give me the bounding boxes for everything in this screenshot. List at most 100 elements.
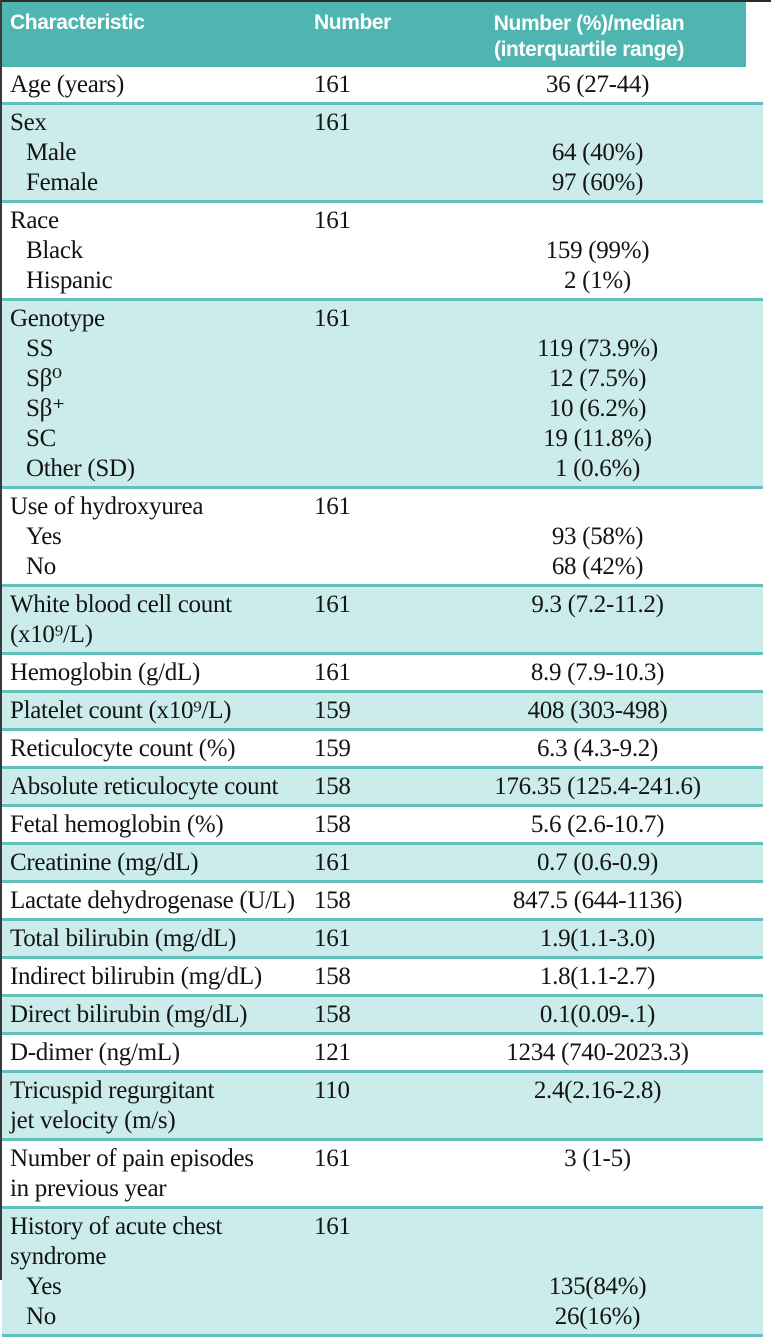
table-row: Direct bilirubin (mg/dL) 158 0.1(0.09-.1)	[2, 1000, 763, 1030]
header-value-line1: Number (%)/median	[493, 12, 685, 35]
table-row: Sex 161	[2, 108, 763, 138]
table-row: Fetal hemoglobin (%) 158 5.6 (2.6-10.7)	[2, 810, 763, 840]
table-row: Creatinine (mg/dL) 161 0.7 (0.6-0.9)	[2, 848, 763, 878]
table-section: Hemoglobin (g/dL) 161 8.9 (7.9-10.3)	[2, 655, 763, 693]
row-value: 1.8(1.1-2.7)	[539, 963, 656, 990]
row-value: 6.3 (4.3-9.2)	[536, 735, 659, 762]
table-row: Male 64 (40%)	[2, 138, 763, 168]
row-label: Hispanic	[26, 267, 113, 294]
table-section: Direct bilirubin (mg/dL) 158 0.1(0.09-.1)	[2, 997, 763, 1035]
row-label: Number of pain episodes in previous year	[10, 1145, 254, 1202]
table-row: Race 161	[2, 206, 763, 236]
row-value: 2 (1%)	[564, 267, 631, 294]
row-label: Absolute reticulocyte count	[10, 773, 279, 800]
row-value: 97 (60%)	[551, 169, 644, 196]
table-row: SC 19 (11.8%)	[2, 424, 763, 454]
table-section: Platelet count (x10⁹/L) 159 408 (303-498)	[2, 693, 763, 731]
row-number: 158	[314, 773, 351, 800]
row-number: 159	[314, 697, 351, 724]
row-label: Creatinine (mg/dL)	[10, 849, 199, 876]
row-number: 161	[314, 1213, 351, 1240]
row-number: 161	[314, 1145, 351, 1172]
table-row: Genotype 161	[2, 304, 763, 334]
table-section: White blood cell count (x10⁹/L) 161 9.3 (7…	[2, 587, 763, 655]
table-row: History of acute chest syndrome 161	[2, 1212, 763, 1272]
row-value: 0.7 (0.6-0.9)	[536, 849, 659, 876]
row-label: Hemoglobin (g/dL)	[10, 659, 201, 686]
table-row: Black 159 (99%)	[2, 236, 763, 266]
row-label: Sβ⁰	[26, 365, 62, 392]
table-row: Platelet count (x10⁹/L) 159 408 (303-498)	[2, 696, 763, 726]
header-value-line2: (interquartile range)	[494, 38, 684, 61]
table-section: Creatinine (mg/dL) 161 0.7 (0.6-0.9)	[2, 845, 763, 883]
row-label: Race	[10, 207, 59, 234]
table-section: History of acute chest syndrome 161 Yes 135…	[2, 1209, 763, 1337]
row-number: 161	[314, 925, 351, 952]
row-label: Total bilirubin (mg/dL)	[10, 925, 237, 952]
table-row: Female 97 (60%)	[2, 168, 763, 198]
table-section: Indirect bilirubin (mg/dL) 158 1.8(1.1-2.7…	[2, 959, 763, 997]
row-number: 159	[314, 735, 351, 762]
table-row: Yes 93 (58%)	[2, 522, 763, 552]
figure-top-border	[0, 0, 771, 2]
table-section: D-dimer (ng/mL) 121 1234 (740-2023.3)	[2, 1035, 763, 1073]
row-label: History of acute chest syndrome	[10, 1213, 223, 1270]
table-row: Sβ⁺ 10 (6.2%)	[2, 394, 763, 424]
row-label: Lactate dehydrogenase (U/L)	[10, 887, 295, 914]
table-section: Sex 161 Male 64 (40%) Female 97 (60%)	[2, 105, 763, 203]
row-value: 8.9 (7.9-10.3)	[530, 659, 665, 686]
table-body: Age (years) 161 36 (27-44) Sex 161 Male 64 (40…	[2, 67, 763, 1337]
row-label: Sex	[10, 109, 47, 136]
row-value: 408 (303-498)	[527, 697, 668, 724]
table-row: Hemoglobin (g/dL) 161 8.9 (7.9-10.3)	[2, 658, 763, 688]
row-number: 158	[314, 1001, 351, 1028]
table-section: Use of hydroxyurea 161 Yes 93 (58%) No 68 (42…	[2, 489, 763, 587]
table-section: Number of pain episodes in previous year…	[2, 1141, 763, 1209]
table-row: Age (years) 161 36 (27-44)	[2, 70, 763, 100]
row-number: 110	[314, 1077, 350, 1104]
row-value: 68 (42%)	[551, 553, 644, 580]
row-value: 159 (99%)	[545, 237, 650, 264]
row-number: 161	[314, 493, 351, 520]
row-value: 10 (6.2%)	[548, 395, 647, 422]
row-value: 3 (1-5)	[564, 1145, 631, 1172]
row-label: SS	[26, 335, 54, 362]
row-label: No	[26, 553, 56, 580]
row-label: SC	[26, 425, 56, 452]
row-number: 161	[314, 71, 351, 98]
row-value: 9.3 (7.2-11.2)	[531, 591, 664, 618]
row-number: 158	[314, 963, 351, 990]
row-value: 5.6 (2.6-10.7)	[530, 811, 665, 838]
table-section: Fetal hemoglobin (%) 158 5.6 (2.6-10.7)	[2, 807, 763, 845]
table-section: Age (years) 161 36 (27-44)	[2, 67, 763, 105]
row-value: 0.1(0.09-.1)	[539, 1001, 656, 1028]
row-value: 36 (27-44)	[545, 71, 650, 98]
row-value: 93 (58%)	[551, 523, 644, 550]
row-label: Reticulocyte count (%)	[10, 735, 236, 762]
row-label: Female	[26, 169, 98, 196]
table-row: D-dimer (ng/mL) 121 1234 (740-2023.3)	[2, 1038, 763, 1068]
table-row: Indirect bilirubin (mg/dL) 158 1.8(1.1-2.7…	[2, 962, 763, 992]
row-value: 1 (0.6%)	[554, 455, 641, 482]
row-label: Indirect bilirubin (mg/dL)	[10, 963, 262, 990]
table-row: Tricuspid regurgitant jet velocity (m/s)…	[2, 1076, 763, 1136]
row-value: 176.35 (125.4-241.6)	[494, 773, 701, 800]
row-label: D-dimer (ng/mL)	[10, 1039, 180, 1066]
header-characteristic: Characteristic	[10, 11, 145, 34]
row-number: 161	[314, 305, 351, 332]
table-section: Reticulocyte count (%) 159 6.3 (4.3-9.2)	[2, 731, 763, 769]
header-value: Number (%)/median (interquartile range)	[432, 2, 746, 67]
table-section: Total bilirubin (mg/dL) 161 1.9(1.1-3.0)	[2, 921, 763, 959]
table-row: White blood cell count (x10⁹/L) 161 9.3 (7…	[2, 590, 763, 650]
table-section: Race 161 Black 159 (99%) Hispanic 2 (1%)	[2, 203, 763, 301]
row-label: Fetal hemoglobin (%)	[10, 811, 224, 838]
row-label: Male	[26, 139, 77, 166]
table-row: No 68 (42%)	[2, 552, 763, 582]
table-row: Number of pain episodes in previous year…	[2, 1144, 763, 1204]
row-value: 12 (7.5%)	[548, 365, 647, 392]
table-row: Other (SD) 1 (0.6%)	[2, 454, 763, 484]
row-label: Use of hydroxyurea	[10, 493, 204, 520]
row-label: Black	[26, 237, 83, 264]
table-header: Characteristic Number Number (%)/median …	[2, 2, 746, 67]
row-label: Yes	[26, 1273, 62, 1300]
